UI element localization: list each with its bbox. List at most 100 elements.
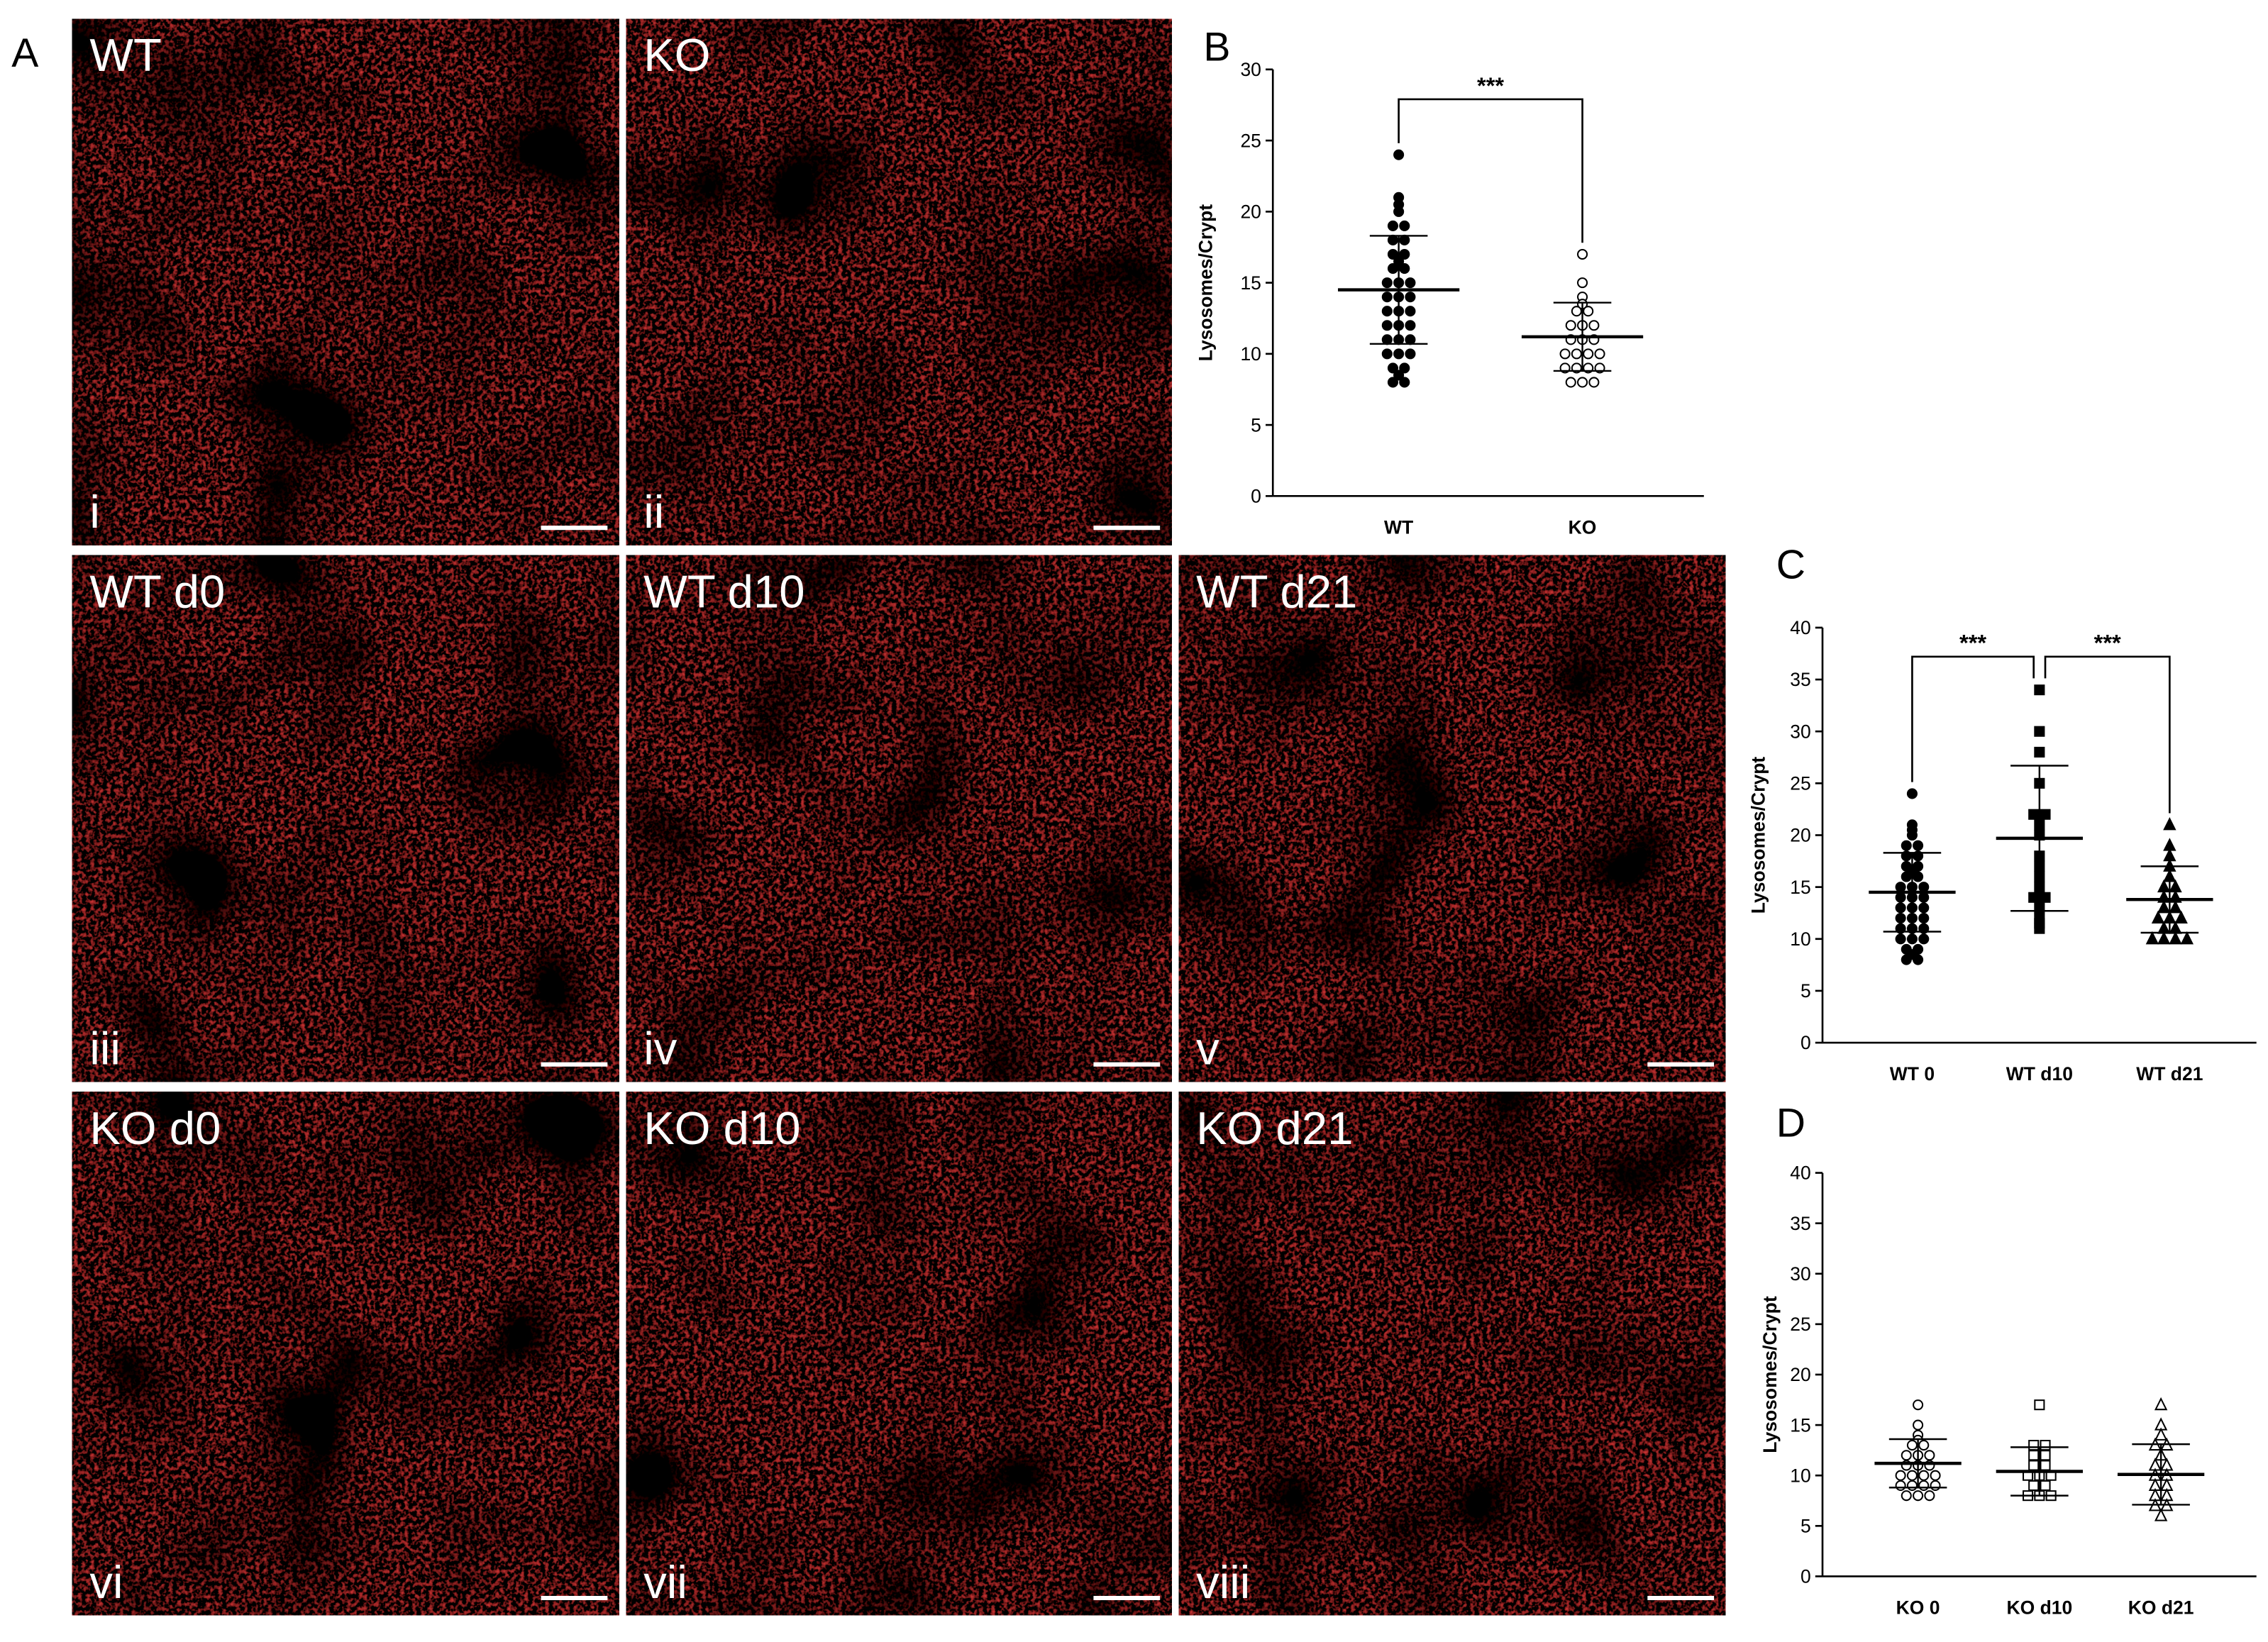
data-point: [1387, 362, 1399, 374]
data-point: [1387, 263, 1399, 274]
data-point: [2157, 900, 2171, 914]
data-point: [1399, 248, 1410, 260]
data-point: [2145, 931, 2159, 945]
image-numeral: ii: [643, 486, 664, 538]
image-label: KO: [643, 29, 710, 81]
y-tick-label: 40: [1790, 617, 1810, 638]
micrograph: [626, 18, 1172, 545]
data-point: [1901, 871, 1912, 882]
data-point: [1906, 788, 1918, 799]
x-tick-label: KO 0: [1896, 1597, 1940, 1618]
data-point: [2040, 1439, 2051, 1451]
data-point: [1565, 320, 1576, 331]
data-point: [1393, 149, 1405, 160]
data-point: [1913, 840, 1924, 851]
y-axis-label: Lysosomes/Crypt: [1759, 1296, 1781, 1453]
data-point: [1913, 954, 1924, 965]
data-point: [1405, 348, 1416, 360]
significance-bracket: [1398, 98, 1583, 243]
data-point: [2028, 1450, 2040, 1461]
significance-label: ***: [2094, 630, 2121, 656]
data-point: [1577, 377, 1588, 388]
data-point: [1387, 248, 1399, 260]
data-point: [2028, 1480, 2040, 1491]
data-point: [1918, 933, 1930, 945]
data-point: [1906, 829, 1918, 841]
data-point: [1895, 892, 1906, 903]
data-point: [1895, 933, 1906, 945]
data-point: [1571, 306, 1582, 317]
data-point: [1901, 954, 1912, 965]
y-tick-label: 30: [1790, 721, 1810, 742]
data-point: [1901, 1490, 1912, 1502]
image-numeral: v: [1196, 1023, 1219, 1075]
micrograph: [72, 1092, 619, 1616]
data-point: [2028, 1439, 2040, 1451]
data-point: [1918, 902, 1930, 914]
data-point: [1588, 320, 1600, 331]
data-point: [2169, 900, 2182, 914]
data-point: [1913, 1399, 1924, 1411]
image-numeral: vii: [643, 1556, 687, 1608]
y-tick-label: 0: [1251, 486, 1261, 507]
y-tick-label: 10: [1790, 928, 1810, 950]
data-point: [1918, 1439, 1930, 1451]
image-label: KO d10: [643, 1102, 800, 1154]
y-tick-label: 5: [1800, 980, 1811, 1002]
x-tick-label: KO d21: [2128, 1597, 2194, 1618]
data-point: [1924, 1490, 1935, 1502]
y-tick-label: 15: [1790, 1414, 1810, 1436]
image-label: KO d21: [1196, 1102, 1353, 1154]
data-point: [2040, 1480, 2051, 1491]
image-label: WT d21: [1196, 565, 1357, 617]
data-point: [1393, 206, 1405, 217]
data-point: [2180, 931, 2194, 945]
x-tick-label: KO d10: [2006, 1597, 2072, 1618]
data-point: [1399, 234, 1410, 246]
significance-label: ***: [1959, 630, 1986, 656]
data-point: [1381, 277, 1393, 289]
data-point: [1913, 1490, 1924, 1502]
data-point: [1387, 234, 1399, 246]
data-point: [1906, 1439, 1918, 1451]
data-point: [2174, 910, 2188, 924]
x-tick-label: WT: [1384, 516, 1413, 538]
significance-bracket: [1911, 655, 2035, 782]
y-tick-label: 30: [1790, 1263, 1810, 1285]
y-tick-label: 40: [1790, 1163, 1810, 1184]
significance-bracket: [2044, 655, 2171, 814]
data-point: [1918, 912, 1930, 924]
y-tick-label: 20: [1790, 825, 1810, 846]
data-point: [1405, 334, 1416, 345]
data-point: [1577, 277, 1588, 289]
data-point: [1895, 1480, 1906, 1491]
micrograph: [1178, 1092, 1726, 1616]
data-point: [2154, 1427, 2168, 1441]
data-point: [1906, 1480, 1918, 1491]
data-point: [1405, 320, 1416, 331]
y-tick-label: 5: [1251, 414, 1261, 436]
image-label: WT d10: [643, 565, 804, 617]
data-point: [1895, 902, 1906, 914]
image-numeral: i: [89, 486, 100, 538]
data-point: [1906, 1470, 1918, 1481]
data-point: [2169, 931, 2182, 945]
data-point: [1930, 1480, 1941, 1491]
y-tick-label: 35: [1790, 669, 1810, 690]
data-point: [1381, 306, 1393, 317]
data-point: [1895, 1470, 1906, 1481]
data-point: [2034, 684, 2045, 696]
image-label: WT: [89, 29, 161, 81]
data-point: [2034, 1399, 2045, 1411]
image-label: KO d0: [89, 1102, 221, 1154]
data-point: [1571, 348, 1582, 360]
data-point: [1913, 1419, 1924, 1431]
y-tick-label: 25: [1790, 1314, 1810, 1335]
y-tick-label: 0: [1800, 1032, 1811, 1053]
micrograph: [72, 555, 619, 1082]
y-tick-label: 25: [1240, 130, 1261, 151]
micrograph: [626, 1092, 1172, 1616]
data-point: [1913, 871, 1924, 882]
